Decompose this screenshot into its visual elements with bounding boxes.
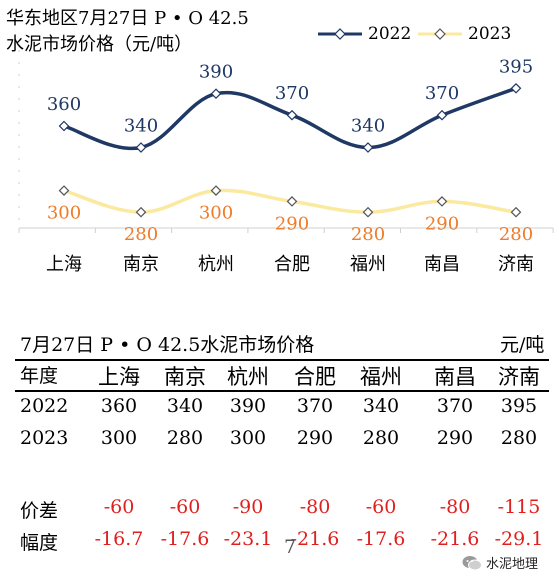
table-header-city: 杭州 (227, 365, 269, 389)
table-cell: 290 (296, 427, 334, 449)
data-label-2022-济南: 395 (499, 56, 533, 77)
table-row-label: 幅度 (20, 532, 59, 554)
x-tick-label: 杭州 (198, 254, 234, 275)
table-cell: -60 (365, 496, 397, 518)
data-point-2022-合肥 (286, 109, 298, 121)
data-point-2022-南昌 (436, 109, 448, 121)
table-header-city: 上海 (98, 365, 140, 389)
table-cell: 360 (100, 395, 138, 417)
table-cell: -23.1 (223, 528, 273, 550)
wechat-icon (462, 555, 482, 570)
data-point-2022-福州 (362, 142, 374, 153)
table-rule-top (15, 359, 549, 361)
data-label-2022-合肥: 370 (275, 83, 309, 104)
table-cell: -29.1 (494, 528, 544, 550)
data-point-2022-杭州 (210, 88, 222, 100)
table-cell: 280 (166, 427, 204, 449)
data-point-2022-上海 (58, 120, 70, 132)
table-cell: 370 (296, 395, 334, 417)
data-label-2023-济南: 280 (499, 224, 533, 245)
table-cell: -80 (439, 496, 471, 518)
table-cell: -80 (299, 496, 331, 518)
table-cell: -21.6 (430, 528, 480, 550)
legend-marker-2023 (418, 28, 462, 40)
legend-label-2022: 2022 (368, 24, 412, 44)
table-cell: -16.7 (94, 528, 144, 550)
stray-mark: 7 (284, 536, 297, 558)
data-label-2022-上海: 360 (47, 94, 81, 115)
watermark-text: 水泥地理 (486, 557, 539, 572)
chart-subtitle: 水泥市场价格（元/吨） (6, 34, 193, 55)
data-point-2023-福州 (362, 206, 374, 218)
table-cell: -60 (103, 496, 135, 518)
table-cell: 390 (229, 395, 267, 417)
table-header-year: 年度 (20, 365, 59, 387)
table-cell: -17.6 (356, 528, 406, 550)
table-cell: -90 (232, 496, 264, 518)
data-label-2023-合肥: 290 (275, 213, 309, 234)
line-chart: 360 340 390 370 340 370 395 300 280 300 290 280 290 2… (18, 50, 554, 245)
table-row-label: 2022 (20, 395, 69, 417)
data-point-2022-南京 (135, 142, 147, 153)
data-label-2022-南京: 340 (124, 116, 158, 137)
table-cell: -17.6 (160, 528, 210, 550)
data-point-2023-南昌 (436, 196, 448, 207)
data-point-2023-上海 (58, 185, 70, 196)
table-cell: -60 (169, 496, 201, 518)
table-cell: 395 (500, 395, 538, 417)
x-tick-label: 上海 (46, 254, 82, 275)
table-cell: 290 (436, 427, 474, 449)
table-cell: -115 (497, 496, 541, 518)
table-cell: 370 (436, 395, 474, 417)
data-label-2023-杭州: 300 (199, 203, 233, 224)
table-cell: 280 (500, 427, 538, 449)
table-header-city: 南京 (164, 365, 206, 389)
legend-marker-2022 (318, 28, 362, 40)
data-label-2023-南京: 280 (124, 224, 158, 245)
watermark: 水泥地理 (462, 553, 538, 572)
legend-label-2023: 2023 (468, 24, 512, 44)
table-cell: -21.6 (290, 528, 340, 550)
x-tick-label: 合肥 (274, 254, 310, 275)
data-point-2023-杭州 (210, 185, 222, 196)
x-tick-label: 济南 (498, 254, 534, 275)
data-label-2023-福州: 280 (351, 224, 385, 245)
data-label-2022-南昌: 370 (425, 83, 459, 104)
table-header-city: 合肥 (294, 365, 336, 389)
x-tick-label: 福州 (350, 254, 386, 275)
data-label-2022-福州: 340 (351, 116, 385, 137)
data-label-2023-上海: 300 (47, 203, 81, 224)
data-point-2023-济南 (510, 206, 522, 218)
table-row-label: 价差 (20, 500, 59, 522)
chart-title: 华东地区7月27日 P • O 42.5 (6, 8, 249, 29)
table-cell: 300 (229, 427, 267, 449)
x-tick-label: 南昌 (424, 254, 460, 275)
table-rule-mid (15, 390, 549, 392)
table-cell: 300 (100, 427, 138, 449)
data-point-2022-济南 (510, 82, 522, 94)
table-row-label: 2023 (20, 427, 69, 449)
table-header-city: 南昌 (434, 365, 476, 389)
table-cell: 340 (166, 395, 204, 417)
x-tick-label: 南京 (123, 254, 159, 275)
table-unit: 元/吨 (500, 334, 545, 356)
table-header-city: 济南 (498, 365, 540, 389)
data-label-2023-南昌: 290 (425, 213, 459, 234)
table-cell: 280 (362, 427, 400, 449)
data-point-2023-南京 (135, 206, 147, 218)
legend-item-2022: 2022 (318, 22, 411, 46)
data-point-2023-合肥 (286, 196, 298, 207)
legend-item-2023: 2023 (418, 22, 511, 46)
table-cell: 340 (362, 395, 400, 417)
data-label-2022-杭州: 390 (199, 62, 233, 83)
table-title: 7月27日 P • O 42.5水泥市场价格 (20, 334, 315, 356)
table-header-city: 福州 (360, 365, 402, 389)
